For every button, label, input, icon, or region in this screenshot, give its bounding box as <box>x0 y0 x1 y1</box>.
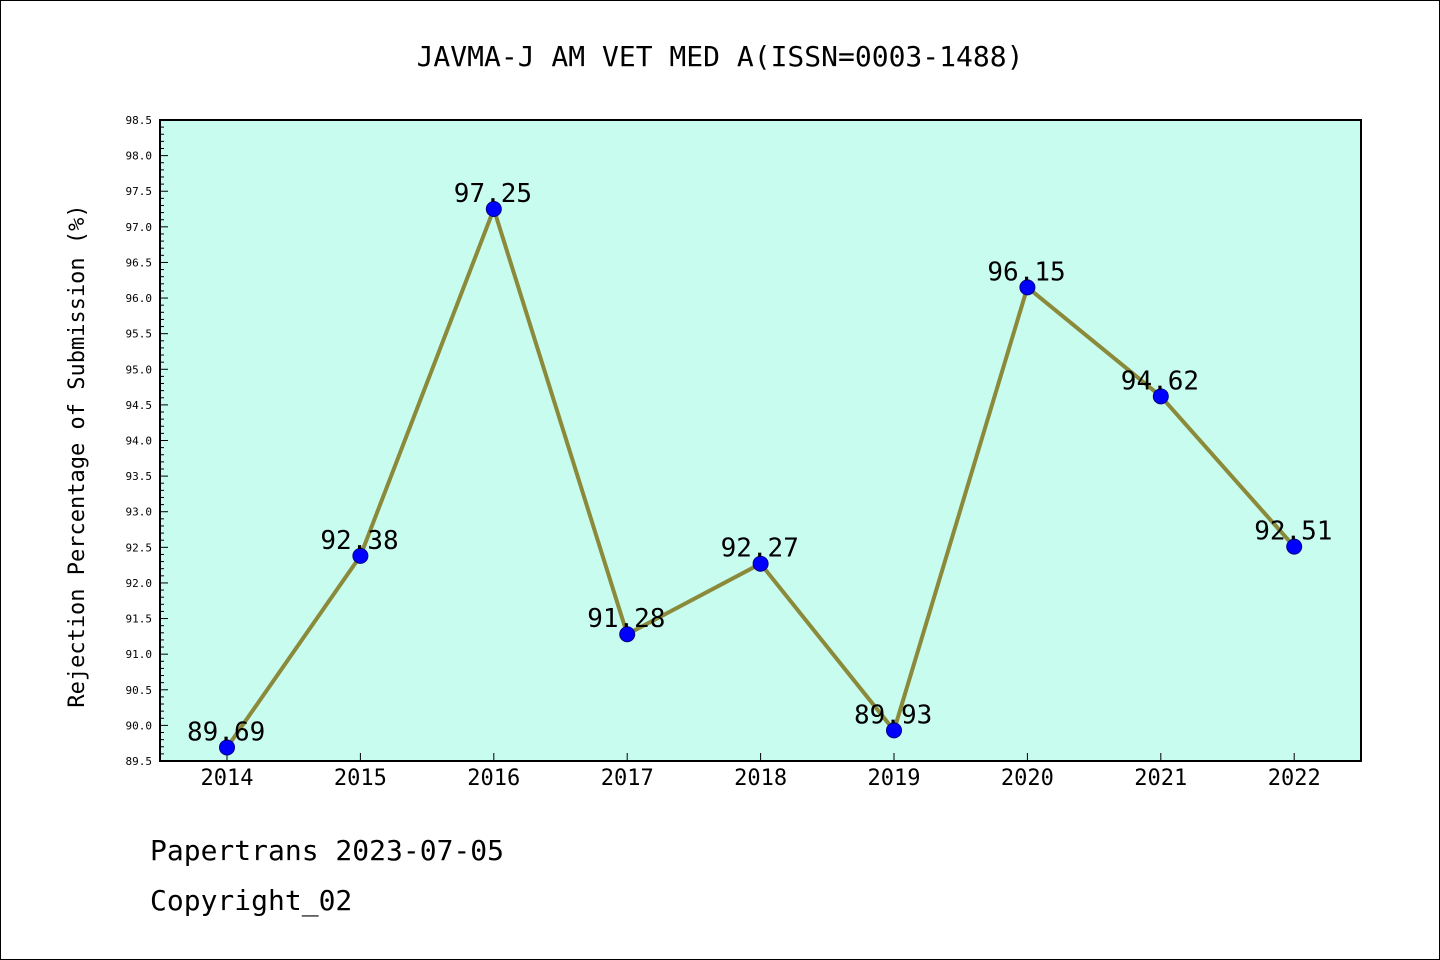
x-tick-label: 2014 <box>201 766 254 791</box>
data-label: 96.15 <box>987 257 1065 287</box>
y-tick-label: 95.0 <box>126 363 153 376</box>
data-label: 92.51 <box>1254 517 1332 547</box>
y-tick-label: 97.5 <box>126 185 153 198</box>
data-labels-group: 89.69 92.38 97.25 91.28 92.27 89.93 96.15 94.62… <box>187 179 1332 747</box>
data-point <box>219 739 235 756</box>
y-tick-label: 95.5 <box>126 328 153 341</box>
data-point <box>886 722 902 739</box>
data-point <box>352 547 369 564</box>
y-tick-label: 96.0 <box>126 292 153 305</box>
data-point <box>1286 538 1303 555</box>
y-axis-ticks: 89.5 90.0 90.5 91.0 91.5 92.0 92.5 93.0 93.5 94.0… <box>126 114 168 768</box>
y-tick-label: 93.0 <box>126 506 153 519</box>
footer-copyright-line: Copyright_02 <box>150 884 353 917</box>
data-point <box>752 555 769 572</box>
y-tick-label: 98.0 <box>126 150 153 163</box>
y-tick-label: 98.5 <box>126 114 153 127</box>
data-label: 89.69 <box>187 717 265 747</box>
y-tick-label: 94.0 <box>126 435 153 448</box>
y-tick-label: 90.0 <box>126 719 153 732</box>
x-tick-label: 2022 <box>1268 766 1321 791</box>
x-tick-label: 2016 <box>467 766 520 791</box>
data-label: 92.27 <box>721 534 799 564</box>
y-axis-label: Rejection Percentage of Submission (%) <box>65 204 90 707</box>
y-tick-label: 94.5 <box>126 399 153 412</box>
y-tick-label: 92.0 <box>126 577 153 590</box>
footer-date-line: Papertrans 2023-07-05 <box>150 834 505 867</box>
y-tick-label: 92.5 <box>126 541 153 554</box>
data-label: 91.28 <box>587 604 665 634</box>
y-tick-label: 93.5 <box>126 470 153 483</box>
data-point <box>485 201 502 218</box>
x-axis-ticks: 2014 2015 2016 2017 2018 2019 2020 2021 2022 <box>201 753 1321 791</box>
y-tick-label: 97.0 <box>126 221 153 234</box>
y-tick-label: 90.5 <box>126 684 153 697</box>
y-tick-label: 96.5 <box>126 256 153 269</box>
y-tick-label: 91.0 <box>126 648 153 661</box>
chart-title: JAVMA-J AM VET MED A(ISSN=0003-1488) <box>417 40 1024 73</box>
x-tick-label: 2015 <box>334 766 387 791</box>
data-label: 94.62 <box>1121 366 1199 396</box>
x-tick-label: 2020 <box>1001 766 1054 791</box>
x-tick-label: 2019 <box>868 766 921 791</box>
points-group <box>219 201 1303 756</box>
x-tick-label: 2017 <box>601 766 654 791</box>
y-tick-label: 89.5 <box>126 755 153 768</box>
data-point <box>1019 279 1036 296</box>
data-point <box>1152 388 1169 405</box>
x-tick-label: 2021 <box>1134 766 1187 791</box>
y-tick-label: 91.5 <box>126 613 153 626</box>
data-label: 97.25 <box>454 179 532 209</box>
data-label: 92.38 <box>320 526 398 556</box>
data-label: 89.93 <box>854 700 932 730</box>
data-point <box>619 626 636 643</box>
plot-area <box>159 119 1362 762</box>
x-tick-label: 2018 <box>734 766 787 791</box>
